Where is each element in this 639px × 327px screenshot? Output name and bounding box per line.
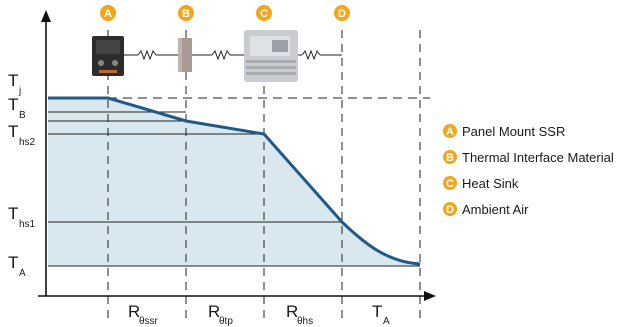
y-label-ta: T A [8, 253, 26, 279]
svg-text:hs1: hs1 [19, 219, 36, 230]
axes [38, 10, 436, 301]
svg-text:A: A [104, 8, 112, 20]
marker-a: A [100, 5, 116, 21]
svg-text:Ambient Air: Ambient Air [462, 202, 529, 217]
y-label-ths1: T hs1 [8, 204, 36, 230]
svg-text:θhs: θhs [297, 316, 313, 327]
x-axis-arrow-icon [424, 291, 436, 301]
svg-text:θtp: θtp [219, 316, 233, 327]
resistor-icon [301, 49, 321, 61]
svg-text:hs2: hs2 [19, 137, 36, 148]
temperature-area [48, 98, 420, 266]
svg-text:R: R [128, 302, 140, 321]
svg-text:D: D [446, 204, 454, 216]
svg-text:j: j [18, 86, 21, 97]
legend: A Panel Mount SSR B Thermal Interface Ma… [443, 124, 614, 217]
svg-text:A: A [383, 316, 390, 327]
svg-text:T: T [8, 204, 18, 223]
legend-item-d: D Ambient Air [443, 202, 529, 217]
svg-text:A: A [446, 126, 454, 138]
resistor-chain [124, 49, 342, 61]
marker-d: D [334, 5, 350, 21]
svg-text:T: T [8, 122, 18, 141]
svg-text:T: T [8, 253, 18, 272]
x-label-rtp: R θtp [208, 302, 233, 327]
x-label-ta: T A [372, 302, 390, 327]
resistor-icon [137, 49, 157, 61]
svg-text:B: B [446, 152, 454, 164]
legend-item-b: B Thermal Interface Material [443, 150, 614, 165]
marker-b: B [178, 5, 194, 21]
svg-text:B: B [182, 8, 190, 20]
y-label-tb: T B [8, 95, 26, 121]
svg-text:B: B [19, 110, 26, 121]
x-label-rhs: R θhs [286, 302, 313, 327]
svg-text:D: D [338, 8, 346, 20]
ssr-module-icon [92, 36, 124, 76]
y-label-ths2: T hs2 [8, 122, 36, 148]
svg-text:A: A [19, 268, 26, 279]
svg-text:T: T [372, 302, 382, 321]
svg-text:C: C [446, 178, 454, 190]
horizontal-reference-lines [48, 97, 430, 267]
legend-item-c: C Heat Sink [443, 176, 519, 191]
x-label-rssr: R θssr [128, 302, 159, 327]
svg-text:Thermal Interface Material: Thermal Interface Material [462, 150, 614, 165]
svg-text:T: T [8, 95, 18, 114]
svg-text:R: R [286, 302, 298, 321]
heat-sink-icon [244, 30, 298, 82]
temperature-curve [48, 96, 421, 266]
y-label-tj: T j [8, 71, 21, 97]
svg-text:θssr: θssr [139, 316, 159, 327]
resistor-icon [211, 49, 231, 61]
thermal-pad-icon [178, 38, 192, 72]
svg-text:T: T [8, 71, 18, 90]
marker-c: C [256, 5, 272, 21]
y-axis-arrow-icon [41, 10, 51, 22]
legend-item-a: A Panel Mount SSR [443, 124, 565, 139]
svg-text:R: R [208, 302, 220, 321]
svg-text:C: C [260, 8, 268, 20]
svg-text:Panel Mount SSR: Panel Mount SSR [462, 124, 565, 139]
svg-text:Heat Sink: Heat Sink [462, 176, 519, 191]
